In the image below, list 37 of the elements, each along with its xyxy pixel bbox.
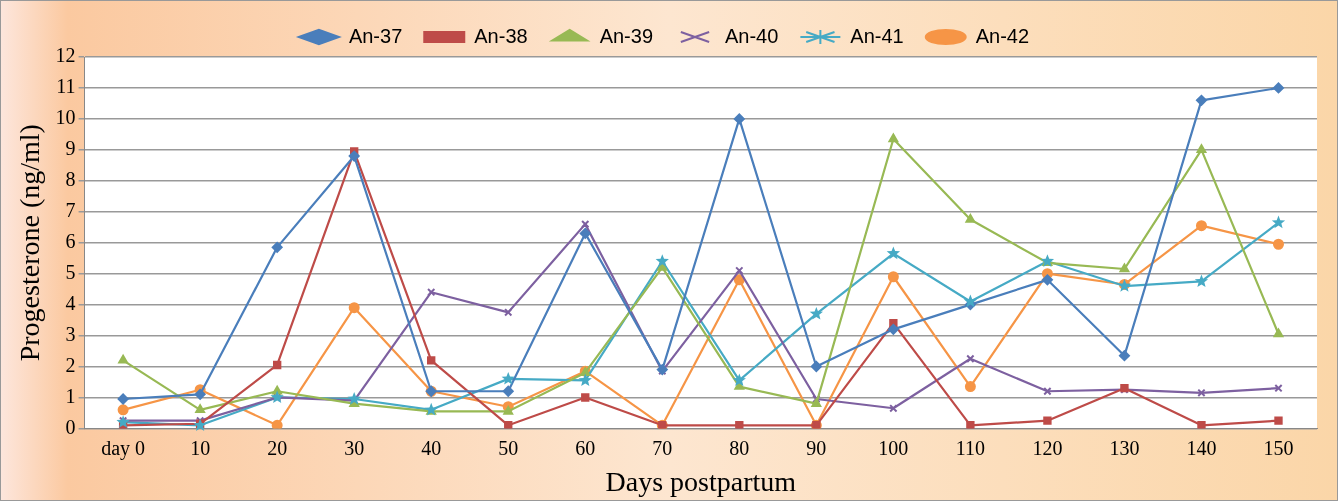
y-tick-label: 3 (65, 322, 76, 345)
x-tick-label: 110 (955, 436, 986, 459)
x-tick-label: 70 (652, 436, 673, 459)
y-tick-label: 8 (65, 168, 76, 191)
y-tick-label: 2 (65, 353, 76, 376)
legend-label: An-37 (348, 24, 403, 47)
legend-label: An-42 (975, 24, 1030, 47)
y-tick-label: 12 (55, 44, 76, 67)
y-tick-label: 11 (56, 75, 76, 98)
x-tick-label: 150 (1263, 436, 1294, 459)
y-tick-label: 0 (65, 415, 76, 438)
y-tick-label: 9 (65, 137, 76, 160)
x-tick-label: 80 (729, 436, 750, 459)
x-tick-label: 40 (421, 436, 442, 459)
x-tick-label: 140 (1186, 436, 1217, 459)
legend-label: An-40 (725, 24, 779, 47)
legend-label: An-39 (599, 24, 654, 47)
x-tick-label: day 0 (101, 436, 146, 460)
legend-label: An-41 (850, 24, 904, 47)
y-axis-title: Progesterone (ng/ml) (14, 124, 46, 362)
x-tick-label: 60 (575, 436, 596, 459)
x-axis-title: Days postpartum (605, 465, 797, 497)
legend-label: An-38 (474, 24, 528, 47)
y-tick-label: 10 (55, 106, 76, 129)
x-tick-label: 10 (190, 436, 211, 459)
y-tick-label: 5 (65, 260, 76, 283)
x-tick-label: 100 (878, 436, 909, 459)
y-tick-label: 6 (65, 229, 76, 252)
y-tick-label: 1 (65, 384, 76, 407)
x-tick-label: 20 (267, 436, 288, 459)
x-tick-label: 120 (1032, 436, 1063, 459)
y-tick-label: 7 (65, 199, 76, 221)
x-tick-label: 30 (344, 436, 365, 459)
x-tick-label: 50 (498, 436, 519, 459)
x-tick-label: 90 (806, 436, 827, 459)
x-tick-label: 130 (1109, 436, 1140, 459)
y-tick-label: 4 (65, 291, 76, 314)
